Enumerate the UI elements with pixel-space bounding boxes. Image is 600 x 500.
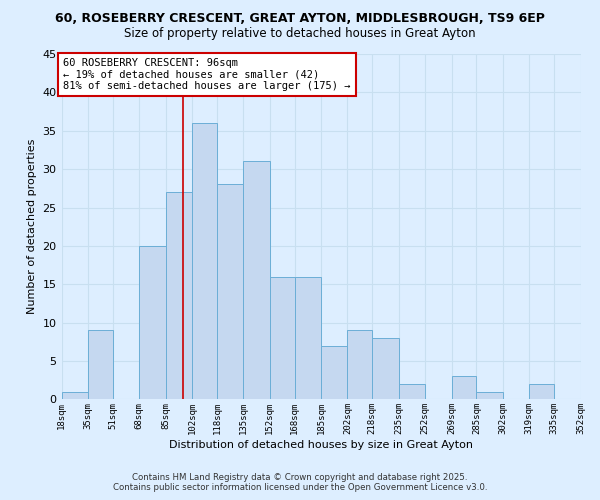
Bar bbox=[244, 162, 270, 400]
Bar bbox=[139, 246, 166, 400]
Bar bbox=[166, 192, 192, 400]
Bar bbox=[88, 330, 113, 400]
Bar bbox=[347, 330, 372, 400]
Bar bbox=[399, 384, 425, 400]
Text: 60, ROSEBERRY CRESCENT, GREAT AYTON, MIDDLESBROUGH, TS9 6EP: 60, ROSEBERRY CRESCENT, GREAT AYTON, MID… bbox=[55, 12, 545, 26]
Text: Size of property relative to detached houses in Great Ayton: Size of property relative to detached ho… bbox=[124, 28, 476, 40]
Text: Contains HM Land Registry data © Crown copyright and database right 2025.
Contai: Contains HM Land Registry data © Crown c… bbox=[113, 473, 487, 492]
Bar bbox=[529, 384, 554, 400]
X-axis label: Distribution of detached houses by size in Great Ayton: Distribution of detached houses by size … bbox=[169, 440, 473, 450]
Bar bbox=[321, 346, 347, 400]
Y-axis label: Number of detached properties: Number of detached properties bbox=[27, 139, 37, 314]
Bar bbox=[62, 392, 88, 400]
Bar bbox=[270, 276, 295, 400]
Bar bbox=[217, 184, 244, 400]
Bar bbox=[476, 392, 503, 400]
Bar bbox=[372, 338, 399, 400]
Bar bbox=[192, 123, 217, 400]
Bar bbox=[452, 376, 476, 400]
Text: 60 ROSEBERRY CRESCENT: 96sqm
← 19% of detached houses are smaller (42)
81% of se: 60 ROSEBERRY CRESCENT: 96sqm ← 19% of de… bbox=[63, 58, 350, 91]
Bar bbox=[295, 276, 321, 400]
